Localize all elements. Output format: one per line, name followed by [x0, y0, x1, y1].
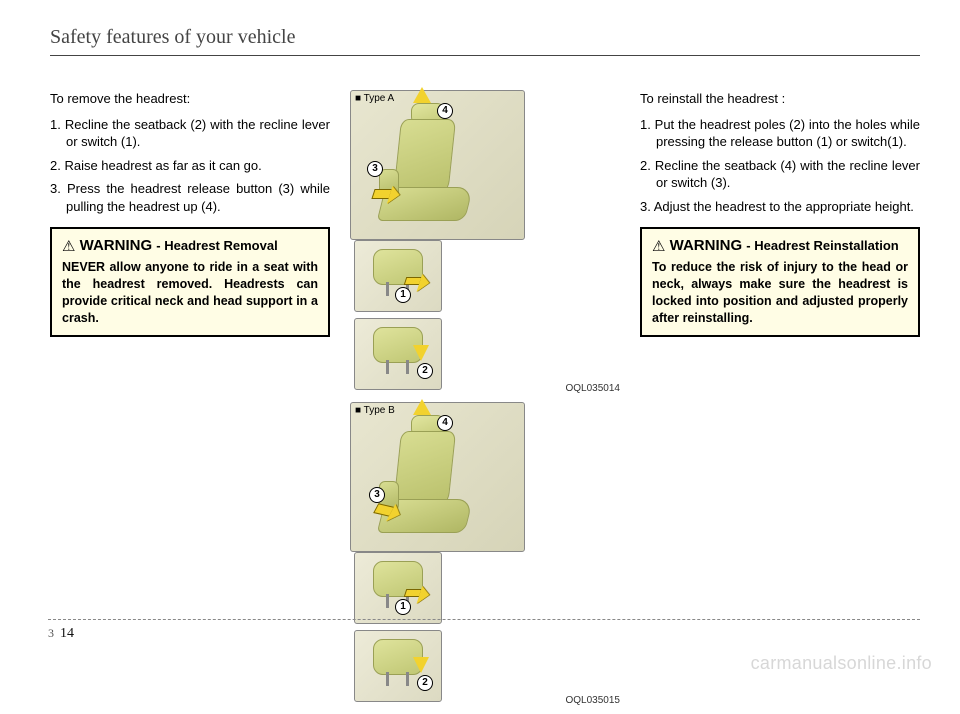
type-tag-b: ■ Type B — [355, 405, 395, 416]
warning-label: WARNING — [670, 237, 743, 254]
warning-body: NEVER allow anyone to ride in a seat wit… — [62, 259, 318, 327]
warning-body: To reduce the risk of injury to the head… — [652, 259, 908, 327]
arrow-up-icon — [413, 87, 431, 103]
callout-3: 3 — [369, 487, 385, 503]
callout-1: 1 — [395, 287, 411, 303]
arrow-down-icon — [413, 345, 429, 361]
arrow-up-icon — [413, 399, 431, 415]
diagram-code-a: OQL035014 — [566, 383, 621, 394]
seat-illustration: 4 3 — [377, 109, 487, 229]
callout-2: 2 — [417, 675, 433, 691]
type-tag-a: ■ Type A — [355, 93, 394, 104]
seatback-icon — [393, 431, 456, 509]
callout-2: 2 — [417, 363, 433, 379]
section-number: 3 — [48, 626, 54, 640]
warning-icon: ⚠ — [652, 238, 665, 255]
arrow-switch-icon — [373, 503, 395, 517]
callout-4: 4 — [437, 103, 453, 119]
page-number: 14 — [60, 626, 74, 641]
list-item: 3. Press the headrest release button (3)… — [50, 180, 330, 215]
callout-4: 4 — [437, 415, 453, 431]
diagram-type-a: ■ Type A 4 3 — [350, 90, 620, 396]
diagram-main-b: ■ Type B 4 3 — [350, 402, 525, 552]
reinstall-steps: 1. Put the headrest poles (2) into the h… — [640, 116, 920, 216]
warning-sub: - Headrest Reinstallation — [746, 238, 898, 253]
arrow-press-icon — [404, 589, 423, 597]
seat-illustration: 4 3 — [377, 421, 487, 541]
diagram-side-a: 1 2 — [354, 240, 442, 396]
arrow-press-icon — [404, 277, 423, 285]
page-footer: 3 14 — [48, 619, 920, 642]
warning-removal: ⚠ WARNING - Headrest Removal NEVER allow… — [50, 227, 330, 337]
diagram-type-b: ■ Type B 4 3 — [350, 402, 620, 708]
list-item: 1. Recline the seatback (2) with the rec… — [50, 116, 330, 151]
list-item: 2. Raise headrest as far as it can go. — [50, 157, 330, 175]
warning-reinstall: ⚠ WARNING - Headrest Reinstallation To r… — [640, 227, 920, 337]
callout-3: 3 — [367, 161, 383, 177]
warning-title: ⚠ WARNING - Headrest Reinstallation — [652, 237, 908, 255]
warning-label: WARNING — [80, 237, 153, 254]
remove-intro: To remove the headrest: — [50, 90, 330, 108]
list-item: 1. Put the headrest poles (2) into the h… — [640, 116, 920, 151]
warning-icon: ⚠ — [62, 238, 75, 255]
watermark: carmanualsonline.info — [751, 653, 932, 674]
remove-steps: 1. Recline the seatback (2) with the rec… — [50, 116, 330, 216]
mini-headrest-1: 1 — [354, 240, 442, 312]
callout-1: 1 — [395, 599, 411, 615]
diagram-main-a: ■ Type A 4 3 — [350, 90, 525, 240]
diagram-code-b: OQL035015 — [566, 695, 621, 706]
list-item: 3. Adjust the headrest to the appropriat… — [640, 198, 920, 216]
mini-headrest-2: 2 — [354, 318, 442, 390]
page-header: Safety features of your vehicle — [50, 26, 920, 56]
mini-headrest-1: 1 — [354, 552, 442, 624]
reinstall-intro: To reinstall the headrest : — [640, 90, 920, 108]
arrow-down-icon — [413, 657, 429, 673]
arrow-lever-icon — [371, 189, 392, 199]
list-item: 2. Recline the seatback (4) with the rec… — [640, 157, 920, 192]
warning-title: ⚠ WARNING - Headrest Removal — [62, 237, 318, 255]
warning-sub: - Headrest Removal — [156, 238, 277, 253]
